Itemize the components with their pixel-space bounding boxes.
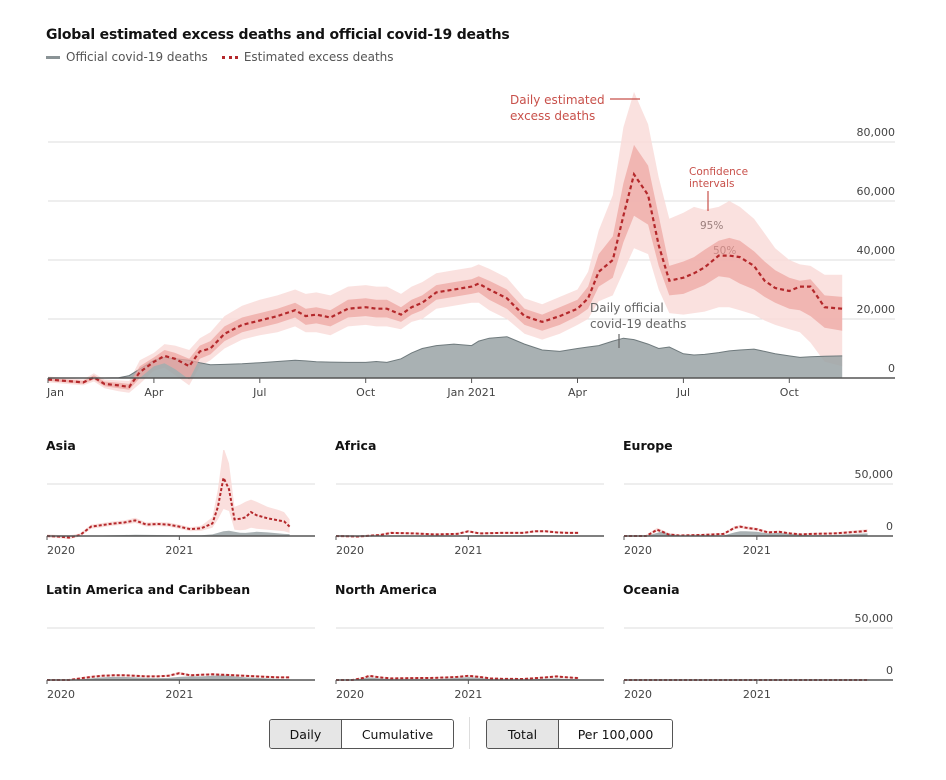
annotation-ci50: 50%	[713, 245, 736, 257]
annotation-official: Daily official covid-19 deaths	[590, 301, 686, 331]
y-tick-label: 20,000	[857, 303, 896, 316]
x-tick-label: 2020	[47, 688, 75, 701]
x-tick-label: 2020	[47, 544, 75, 557]
panel-title-north-america: North America	[335, 582, 437, 597]
x-tick-label: 2021	[454, 544, 482, 557]
panel-title-oceania: Oceania	[623, 582, 680, 597]
official-deaths-area	[624, 531, 868, 536]
y-tick-label: 50,000	[855, 468, 894, 481]
x-tick-label: 2020	[624, 544, 652, 557]
annotation-line: excess deaths	[510, 109, 595, 123]
x-tick-label: 2021	[743, 544, 771, 557]
annotation-ci95: 95%	[700, 220, 723, 232]
y-tick-label: 40,000	[857, 244, 896, 257]
annotation-line: Daily official	[590, 301, 664, 315]
chart-title: Global estimated excess deaths and offic…	[46, 27, 510, 43]
x-tick-label: 2021	[165, 544, 193, 557]
annotation-ci: Confidence intervals	[689, 166, 748, 190]
x-tick-label: Jan	[46, 386, 64, 399]
legend-item-excess: Estimated excess deaths	[221, 50, 394, 64]
panel-africa: 2020 2021	[335, 483, 604, 557]
legend-label: Estimated excess deaths	[243, 50, 394, 64]
official-deaths-area	[47, 675, 290, 680]
panel-title-latam: Latin America and Caribbean	[46, 582, 251, 597]
annotation-line: Daily estimated	[510, 93, 605, 107]
panel-title-europe: Europe	[623, 438, 673, 453]
x-tick-label: Jul	[252, 386, 266, 399]
per-100000-button[interactable]: Per 100,000	[558, 720, 672, 748]
legend-label: Official covid-19 deaths	[66, 50, 208, 64]
official-deaths-area	[48, 336, 843, 378]
mode-toggle: Daily Cumulative	[269, 719, 454, 749]
ci-band	[47, 450, 290, 540]
excess-deaths-line	[47, 672, 290, 681]
x-tick-label: 2021	[454, 688, 482, 701]
y-tick-label: 0	[886, 520, 893, 533]
total-button[interactable]: Total	[487, 720, 558, 748]
y-tick-label: 0	[888, 362, 895, 375]
global-chart: 0 20,000 40,000 60,000 80,000 Jan Apr Jul Oct Jan…	[46, 91, 896, 399]
annotation-excess: Daily estimated excess deaths	[510, 93, 605, 123]
x-tick-label: Apr	[144, 386, 164, 399]
annotation-line: covid-19 deaths	[590, 317, 686, 331]
grey-line-swatch-icon	[46, 55, 60, 59]
legend: Official covid-19 deaths Estimated exces…	[46, 50, 394, 64]
x-tick-label: 2021	[743, 688, 771, 701]
panel-north-america: 2020 2021	[335, 627, 604, 701]
daily-button[interactable]: Daily	[270, 720, 341, 748]
x-tick-label: Jan 2021	[446, 386, 495, 399]
scale-toggle: Total Per 100,000	[486, 719, 673, 749]
x-tick-label: Apr	[568, 386, 588, 399]
x-tick-label: Oct	[780, 386, 800, 399]
toggle-divider	[469, 717, 470, 749]
y-tick-label: 80,000	[857, 126, 896, 139]
red-dotted-swatch-icon	[221, 55, 238, 59]
official-deaths-area	[47, 530, 290, 536]
panel-title-africa: Africa	[335, 438, 377, 453]
annotation-line: Confidence	[689, 166, 748, 178]
x-tick-label: 2020	[336, 544, 364, 557]
x-tick-label: Jul	[676, 386, 690, 399]
excess-deaths-line	[46, 474, 291, 539]
legend-item-official: Official covid-19 deaths	[46, 50, 208, 64]
panel-oceania: 0 50,000 2020 2021	[623, 612, 894, 701]
excess-deaths-line	[336, 674, 579, 681]
cumulative-button[interactable]: Cumulative	[341, 720, 453, 748]
excess-deaths-line	[47, 171, 843, 389]
excess-deaths-line	[624, 525, 868, 537]
x-tick-label: Oct	[356, 386, 376, 399]
y-tick-label: 0	[886, 664, 893, 677]
panel-asia: 2020 2021	[46, 450, 315, 557]
panel-latam: 2020 2021	[46, 627, 315, 701]
panel-title-asia: Asia	[46, 438, 76, 453]
excess-deaths-line	[335, 530, 579, 538]
annotation-line: intervals	[689, 178, 735, 190]
panel-europe: 0 50,000 2020 2021	[623, 468, 894, 557]
y-tick-label: 60,000	[857, 185, 896, 198]
ci50-band	[48, 144, 843, 390]
x-tick-label: 2021	[165, 688, 193, 701]
x-tick-label: 2020	[336, 688, 364, 701]
y-tick-label: 50,000	[855, 612, 894, 625]
x-tick-label: 2020	[624, 688, 652, 701]
